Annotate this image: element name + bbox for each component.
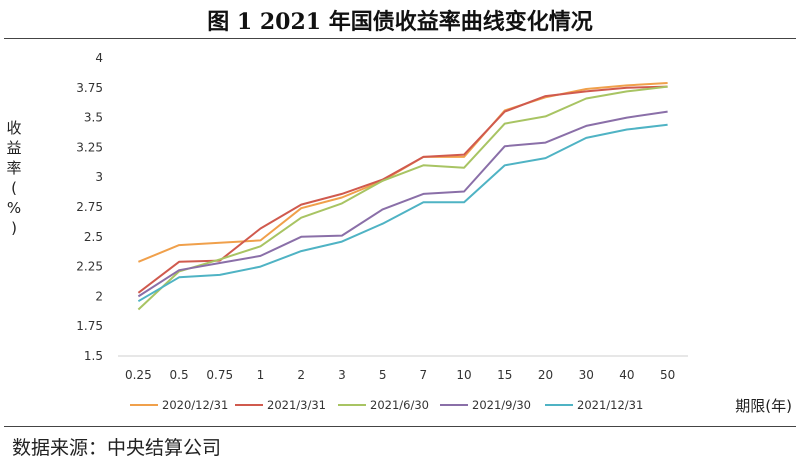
y-axis-label: 收益率 (%): [6, 119, 21, 237]
x-axis-ticks: 0.25 0.5 0.75 1 2 3 5 7 10 15 20 30 40 50: [125, 368, 675, 382]
x-tick-label: 3: [338, 368, 346, 382]
yield-curve-chart: 1.5 1.75 2 2.25 2.5 2.75 3 3.25 3.5 3.75 4 0.25 0.5…: [6, 51, 792, 415]
chart-title: 图 1 2021 年国债收益率曲线变化情况: [207, 9, 593, 35]
y-tick-label: 3.75: [76, 81, 103, 95]
x-tick-label: 50: [660, 368, 675, 382]
legend-label-3: 2021/9/30: [472, 398, 531, 412]
series-line-4: [137, 123, 668, 303]
x-tick-label: 5: [379, 368, 387, 382]
y-axis-label-char: 率: [6, 159, 21, 177]
x-tick-label: 2: [297, 368, 305, 382]
legend-label-2: 2021/6/30: [370, 398, 429, 412]
y-axis-label-char: 收: [6, 119, 21, 137]
y-tick-label: 3.25: [76, 140, 103, 154]
title-divider: [4, 38, 796, 39]
y-axis-label-char: ): [11, 219, 17, 237]
y-tick-label: 1.75: [76, 319, 103, 333]
y-tick-label: 2.25: [76, 260, 103, 274]
y-tick-label: 1.5: [84, 349, 103, 363]
y-axis-label-char: %: [7, 199, 21, 217]
footer-divider: [4, 426, 796, 427]
legend-label-0: 2020/12/31: [162, 398, 228, 412]
y-tick-label: 2.5: [84, 230, 103, 244]
y-tick-label: 2: [95, 289, 103, 303]
x-tick-label: 15: [497, 368, 512, 382]
x-tick-label: 10: [456, 368, 471, 382]
series-line-1: [137, 85, 668, 294]
y-tick-label: 3: [95, 170, 103, 184]
x-tick-label: 0.25: [125, 368, 152, 382]
series-lines: [137, 82, 668, 311]
x-tick-label: 0.5: [170, 368, 189, 382]
x-tick-label: 0.75: [206, 368, 233, 382]
y-tick-label: 4: [95, 51, 103, 65]
x-tick-label: 7: [420, 368, 428, 382]
legend-label-4: 2021/12/31: [577, 398, 643, 412]
y-tick-label: 3.5: [84, 111, 103, 125]
x-tick-label: 1: [257, 368, 265, 382]
data-source-note: 数据来源：中央结算公司: [12, 437, 222, 459]
legend-label-1: 2021/3/31: [267, 398, 326, 412]
x-tick-label: 30: [579, 368, 594, 382]
x-axis-label: 期限(年): [735, 397, 792, 415]
y-axis-ticks: 1.5 1.75 2 2.25 2.5 2.75 3 3.25 3.5 3.75 4: [76, 51, 103, 363]
y-axis-label-char: (: [11, 179, 17, 197]
x-tick-label: 20: [538, 368, 553, 382]
legend: 2020/12/31 2021/3/31 2021/6/30 2021/9/30 202…: [130, 398, 643, 412]
x-tick-label: 40: [619, 368, 634, 382]
series-line-3: [137, 110, 668, 298]
series-line-2: [137, 85, 668, 311]
y-axis-label-char: 益: [6, 139, 21, 157]
y-tick-label: 2.75: [76, 200, 103, 214]
